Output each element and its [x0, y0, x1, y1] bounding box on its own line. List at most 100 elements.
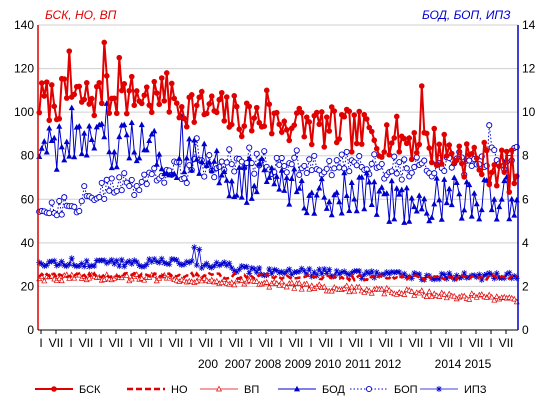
data-point [91, 262, 98, 269]
data-point [281, 162, 288, 170]
data-point [326, 198, 333, 205]
data-point [346, 207, 353, 214]
data-point [111, 95, 118, 102]
data-point [303, 209, 310, 216]
data-point [251, 170, 258, 177]
data-point [403, 274, 410, 281]
legend-item-ВП: ВП [200, 384, 259, 396]
data-point [228, 121, 235, 128]
data-point [351, 195, 358, 202]
y-right-tick-label: 0 [522, 323, 529, 337]
data-point [158, 255, 165, 262]
data-point [466, 296, 473, 302]
y-left-tick-label: 0 [27, 323, 34, 337]
data-point [268, 130, 275, 137]
data-point [298, 177, 305, 184]
data-point [411, 292, 418, 298]
data-point [136, 187, 143, 194]
data-point [126, 154, 133, 161]
data-point [431, 170, 438, 177]
data-point [128, 119, 135, 126]
data-point [473, 200, 480, 207]
data-point [218, 261, 225, 268]
x-month-label: I [309, 336, 312, 350]
data-point [378, 184, 385, 190]
data-point [228, 264, 235, 271]
data-point [368, 289, 375, 296]
data-point [428, 214, 435, 220]
data-point [61, 194, 68, 201]
data-point [256, 161, 263, 167]
data-point [313, 109, 320, 116]
data-point [141, 92, 148, 99]
data-point [371, 178, 378, 185]
data-point [101, 39, 108, 46]
data-point [263, 278, 270, 285]
data-point [41, 138, 48, 144]
data-point [486, 122, 493, 129]
data-point [403, 140, 410, 147]
data-point [208, 93, 215, 99]
data-point [176, 155, 183, 161]
data-point [248, 195, 255, 201]
data-point [131, 191, 138, 199]
data-point [238, 263, 245, 270]
data-point [413, 149, 420, 156]
data-point [493, 182, 500, 189]
data-point [68, 255, 75, 262]
data-point [266, 101, 273, 108]
data-point [368, 128, 375, 135]
x-month-label: I [39, 336, 42, 350]
data-point [308, 167, 315, 174]
data-point [211, 174, 218, 181]
data-point [146, 102, 153, 108]
data-point [286, 266, 293, 273]
data-point [143, 146, 150, 153]
data-point [423, 293, 430, 300]
data-point [316, 266, 323, 273]
data-point [341, 169, 348, 176]
data-point [106, 148, 113, 155]
data-point [286, 201, 293, 207]
data-point [338, 209, 345, 216]
data-point [51, 134, 58, 141]
data-point [231, 93, 238, 99]
data-point [276, 269, 283, 276]
data-point [423, 130, 430, 137]
data-point [128, 176, 135, 183]
data-point [253, 269, 260, 276]
data-point [106, 258, 113, 265]
data-point [356, 153, 363, 160]
data-point [41, 262, 48, 269]
data-point [178, 262, 185, 269]
data-point [253, 150, 260, 157]
data-point [373, 145, 380, 152]
data-point [291, 165, 298, 172]
data-point [468, 151, 475, 157]
data-point [203, 162, 210, 168]
x-month-label: VII [49, 336, 64, 350]
data-point [66, 152, 73, 159]
data-point [191, 136, 198, 143]
data-point [96, 194, 103, 201]
data-point [273, 109, 280, 116]
data-point [408, 288, 415, 294]
data-point [511, 211, 518, 218]
data-point [108, 164, 115, 171]
data-point [313, 191, 320, 198]
data-point [301, 133, 308, 140]
data-point [231, 168, 238, 175]
data-point [433, 175, 440, 181]
data-point [411, 270, 418, 277]
data-point [238, 158, 245, 165]
y-left-tick-label: 60 [21, 192, 35, 206]
data-point [63, 138, 70, 145]
data-point [196, 170, 203, 176]
data-point [121, 263, 128, 270]
x-month-label: I [339, 336, 342, 350]
data-point [443, 294, 450, 301]
data-point [103, 260, 110, 267]
data-point [148, 258, 155, 265]
data-point [316, 184, 323, 191]
data-point [478, 291, 485, 297]
